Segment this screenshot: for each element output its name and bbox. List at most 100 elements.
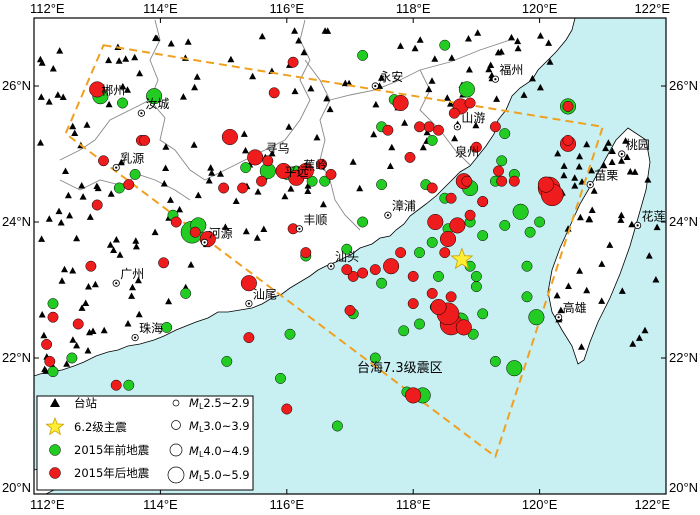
event-after-2015 [562,100,574,112]
station-triangle [208,169,216,176]
station-triangle [644,176,652,183]
legend-mainshock-label: 6.2级主震 [74,420,127,434]
station-triangle [287,185,295,192]
station-triangle [69,336,77,343]
station-triangle [571,182,579,189]
legend-before-label: 2015年前地震 [74,443,150,457]
legend: 台站 6.2级主震 2015年前地震 2015年后地震 ML2.5~2.9 ML… [36,395,254,491]
station-triangle [494,48,502,56]
legend-mag-label-1: ML2.5~2.9 [189,396,250,411]
station-triangle [411,44,419,52]
station-triangle [254,188,262,195]
city-label: 汝城 [145,97,169,111]
taiwan [547,127,651,365]
event-after-2015 [158,257,170,269]
station-triangle [82,299,90,306]
station-triangle [64,191,72,199]
event-before-2015 [477,230,489,242]
event-before-2015 [439,39,451,51]
event-after-2015 [72,318,84,330]
event-before-2015 [369,352,381,364]
event-before-2015 [123,379,135,391]
city-label: 汕尾 [253,288,277,302]
city-marker-dot [636,224,639,227]
station-triangle [474,29,482,36]
event-after-2015 [445,291,457,303]
station-triangle [487,61,495,68]
city-marker-dot [140,112,143,115]
legend-mag-label-4: ML5.0~5.9 [189,468,250,483]
event-after-2015 [275,162,292,180]
station-triangle [378,74,385,81]
station-triangle [167,196,174,203]
station-triangle [69,267,77,274]
station-triangle [162,143,170,150]
event-after-2015 [256,175,267,187]
station-triangle [623,153,631,160]
event-before-2015 [376,277,388,289]
station-triangle [565,282,572,289]
event-after-2015 [404,151,416,163]
event-after-2015 [89,81,106,98]
station-triangle [560,162,568,169]
station-triangle [54,91,62,98]
station-triangle [117,158,125,166]
station-triangle [165,297,173,305]
mainshock-star-icon [450,247,474,270]
station-triangle [546,58,554,65]
station-triangle [61,265,68,273]
station-triangle [631,168,639,175]
event-before-2015 [66,352,78,364]
legend-mag-label-2: ML3.0~3.9 [189,419,250,434]
city-marker-dot [386,214,389,217]
station-triangle [93,182,101,189]
event-after-2015 [407,298,419,310]
station-triangle [131,53,139,61]
station-triangle [73,234,81,242]
station-triangle [554,149,562,157]
station-triangle [295,37,303,44]
station-triangle [38,311,46,318]
event-after-2015 [262,155,274,167]
event-before-2015 [376,179,388,191]
event-after-2015 [189,226,201,238]
event-after-2015 [341,264,353,276]
station-triangle [571,174,579,181]
event-before-2015 [426,236,438,248]
event-after-2015 [395,247,407,259]
event-after-2015 [562,134,574,146]
city-marker-dot [115,282,118,285]
event-before-2015 [117,97,128,109]
city-label: 漳浦 [392,198,416,213]
station-triangle [45,98,53,105]
station-triangle [160,180,168,187]
station-triangle [152,34,159,41]
event-after-2015 [218,182,230,194]
station-triangle [553,291,561,299]
station-triangle [465,66,473,73]
station-triangle [401,119,409,126]
station-triangle [585,215,593,223]
city-label: 山游 [461,111,485,125]
event-before-2015 [528,309,545,326]
legend-mag-circle-3 [169,443,183,457]
lon-tick-label-bottom: 112°E [30,497,65,512]
event-after-2015 [508,175,520,187]
station-triangle [86,328,93,336]
station-triangle [443,94,451,101]
station-triangle [162,164,170,171]
station-triangle [576,213,584,221]
station-triangle [268,149,276,157]
station-triangle [106,241,114,248]
event-before-2015 [496,155,508,167]
event-after-2015 [426,182,438,194]
station-triangle [386,162,394,169]
city-marker-dot [247,302,250,305]
station-triangle [119,82,127,90]
station-triangle [465,35,472,42]
city-label: 乳源 [120,152,144,166]
station-triangle [85,283,92,290]
event-after-2015 [47,311,59,323]
lon-tick-label-top: 120°E [522,1,558,16]
